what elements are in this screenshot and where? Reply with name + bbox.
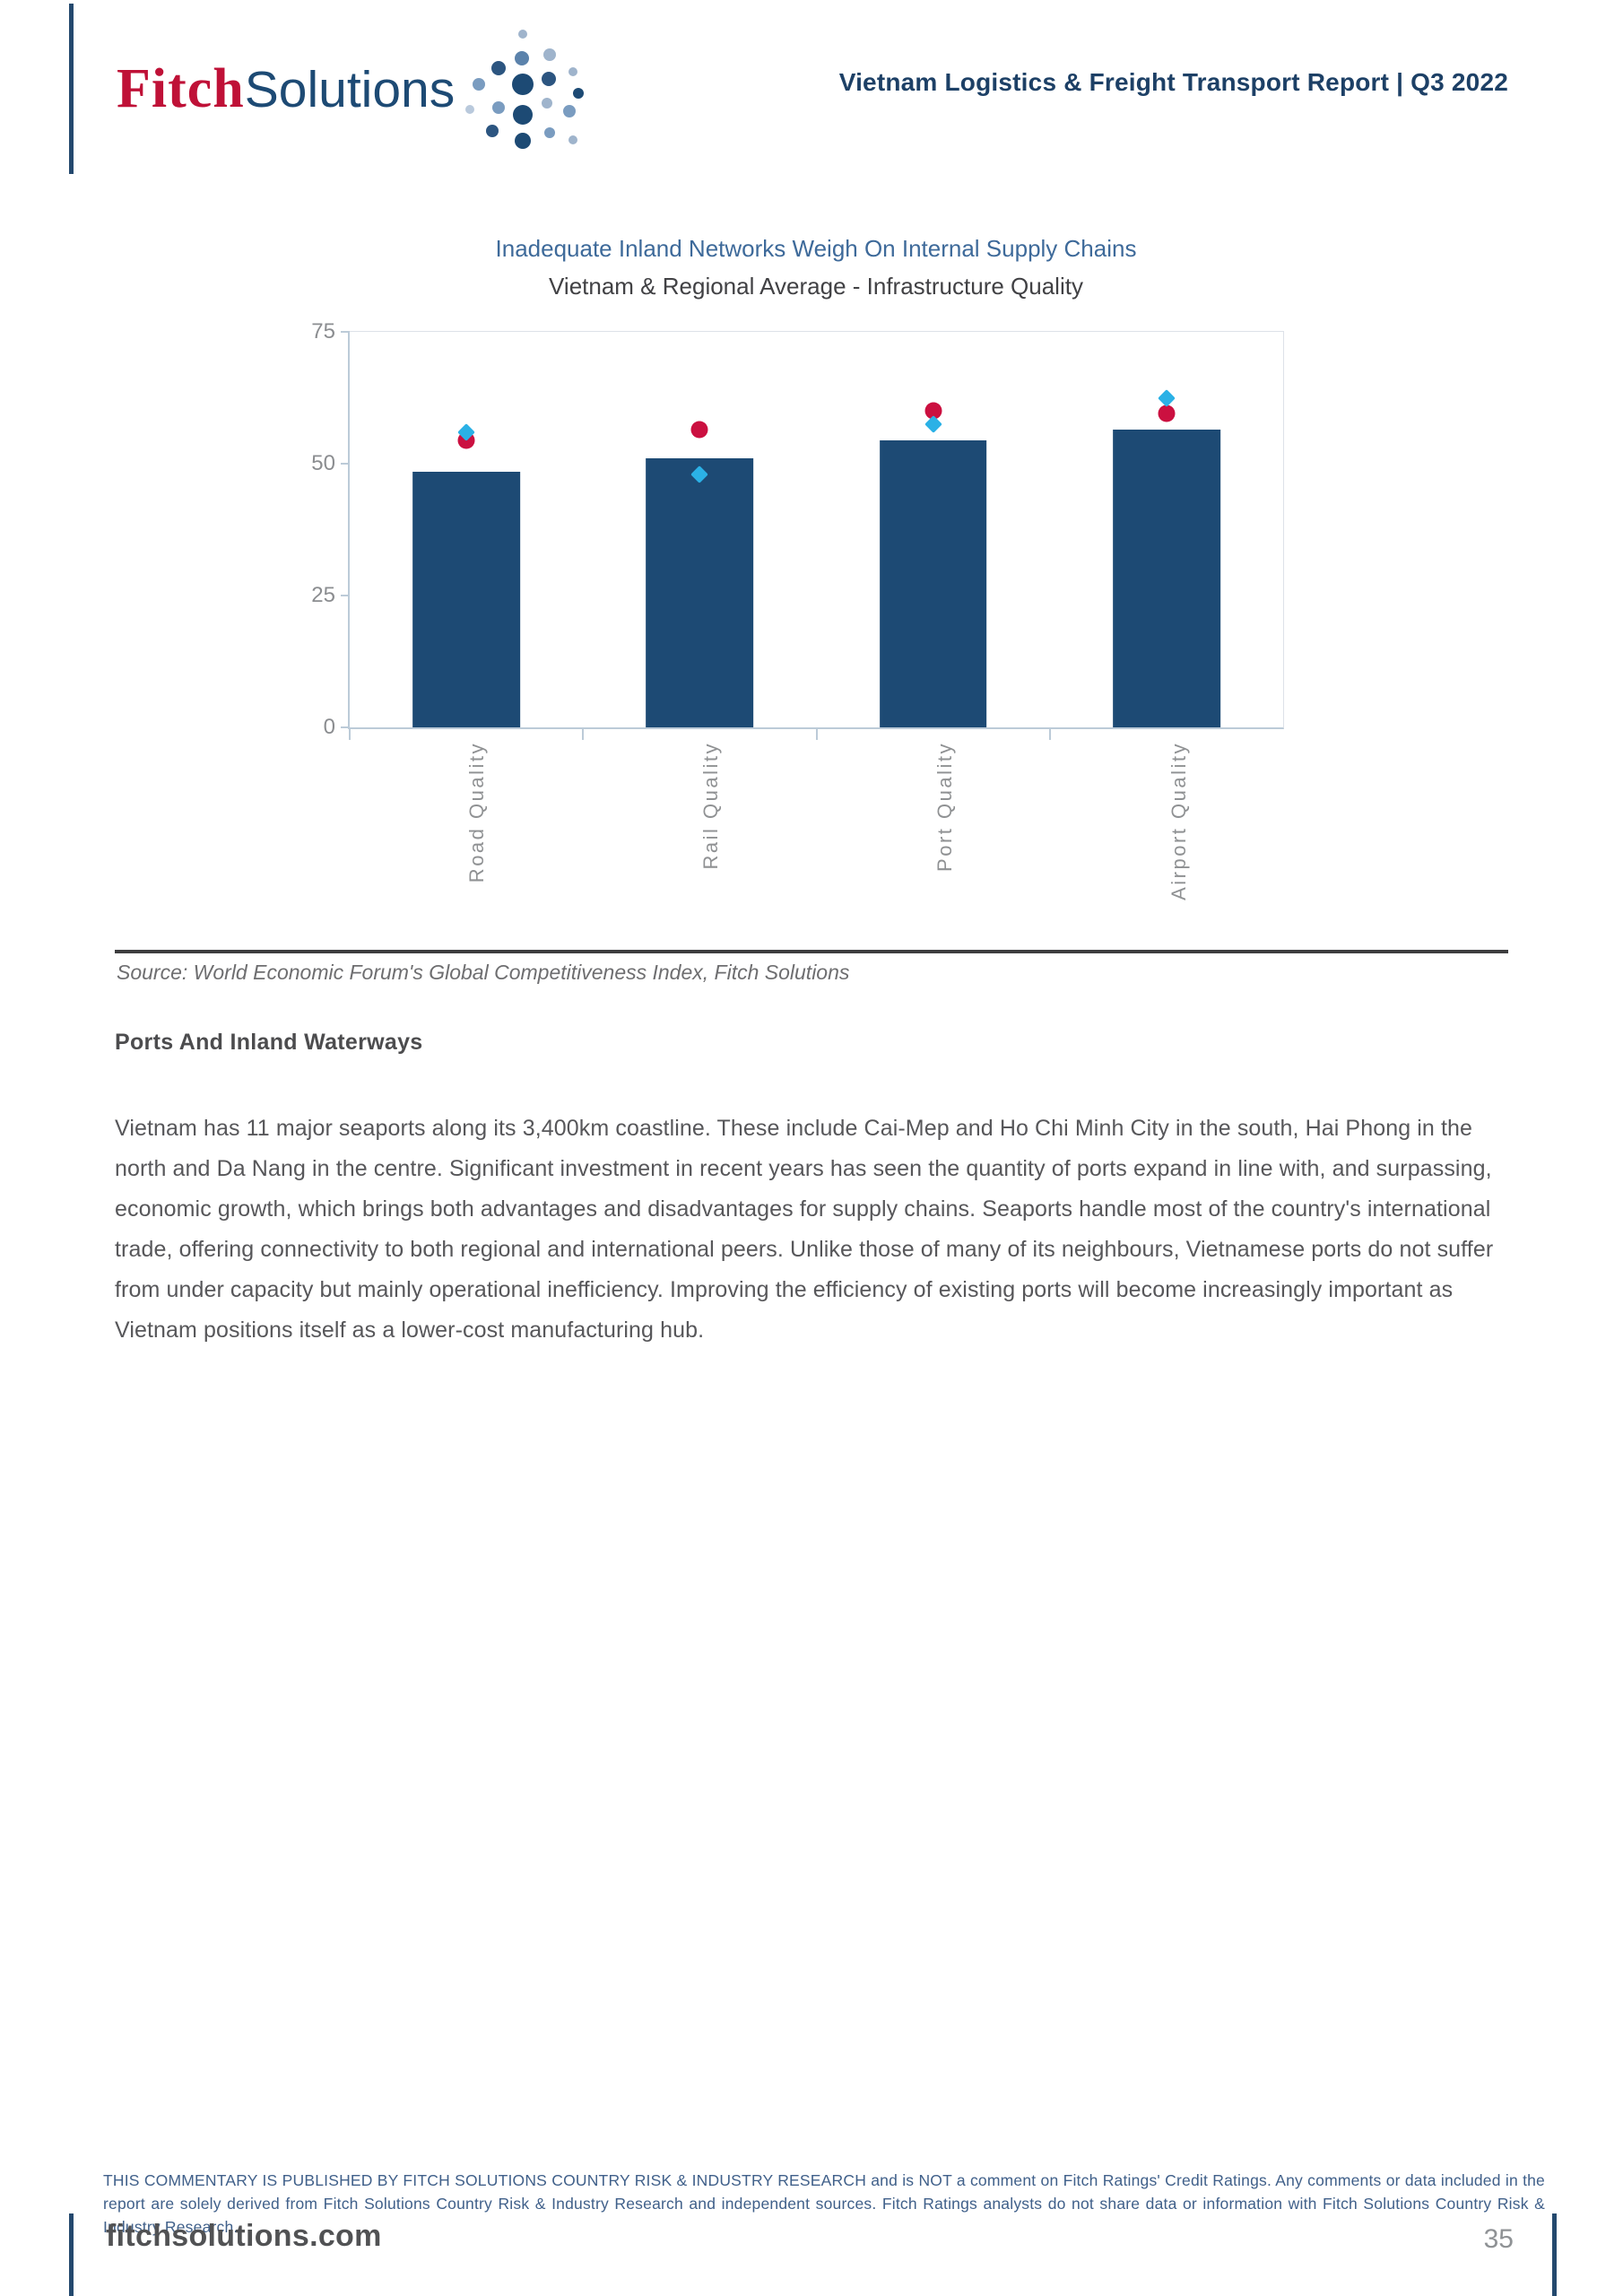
- circle-marker-rail-quality: [690, 421, 708, 439]
- bar-airport-quality: [1113, 429, 1220, 727]
- category-slot-rail-quality: [583, 332, 816, 727]
- y-tick-mark-75: [341, 331, 350, 333]
- source-note: Source: World Economic Forum's Global Co…: [117, 961, 850, 984]
- x-axis-label-rail-quality: Rail Quality: [699, 742, 722, 870]
- logo-text-solutions: Solutions: [244, 61, 456, 118]
- logo-text: Fitch Solutions: [117, 57, 455, 121]
- y-tick-label-50: 50: [311, 451, 335, 476]
- header-accent-bar: [69, 4, 74, 174]
- category-slot-road-quality: [350, 332, 583, 727]
- y-tick-label-75: 75: [311, 319, 335, 344]
- x-tick-mark-0: [349, 727, 351, 740]
- y-tick-mark-0: [341, 726, 350, 728]
- y-tick-label-25: 25: [311, 583, 335, 608]
- x-tick-mark-75: [1048, 727, 1051, 740]
- x-axis-label-road-quality: Road Quality: [464, 742, 488, 883]
- footer-accent-bar-right: [1552, 2213, 1557, 2296]
- chart-subtitle: Vietnam & Regional Average - Infrastruct…: [549, 273, 1083, 300]
- report-title: Vietnam Logistics & Freight Transport Re…: [838, 68, 1508, 96]
- circle-marker-port-quality: [924, 402, 942, 420]
- chart-block: Inadequate Inland Networks Weigh On Inte…: [294, 235, 1286, 922]
- category-slot-airport-quality: [1050, 332, 1283, 727]
- body-paragraph: Vietnam has 11 major seaports along its …: [115, 1116, 1494, 1343]
- logo-text-fitch: Fitch: [117, 58, 245, 119]
- x-tick-mark-25: [582, 727, 585, 740]
- source-divider: [115, 950, 1508, 953]
- circle-marker-airport-quality: [1158, 404, 1176, 422]
- x-axis-labels: Road Quality Rail Quality Port Quality Airp…: [348, 729, 1284, 922]
- y-tick-mark-25: [341, 595, 350, 597]
- y-tick-mark-50: [341, 463, 350, 465]
- x-tick-mark-50: [815, 727, 818, 740]
- bar-road-quality: [412, 471, 520, 727]
- section-heading: Ports And Inland Waterways: [115, 1030, 423, 1055]
- chart-plot: 0 25 50 75: [311, 321, 1284, 740]
- diamond-marker-port-quality: [924, 415, 942, 433]
- fitch-solutions-logo: Fitch Solutions: [117, 25, 590, 155]
- y-tick-label-0: 0: [323, 715, 335, 739]
- logo-dots-icon: [465, 30, 585, 149]
- footer-website-link[interactable]: fitchsolutions.com: [106, 2219, 382, 2253]
- disclaimer-text: THIS COMMENTARY IS PUBLISHED BY FITCH SO…: [103, 2171, 1545, 2236]
- footer-accent-bar-left: [69, 2213, 74, 2296]
- bar-port-quality: [879, 439, 987, 727]
- x-axis-label-port-quality: Port Quality: [933, 742, 956, 872]
- bar-rail-quality: [646, 458, 754, 727]
- diamond-marker-airport-quality: [1157, 388, 1176, 407]
- category-slot-port-quality: [817, 332, 1050, 727]
- chart-title: Inadequate Inland Networks Weigh On Inte…: [495, 235, 1137, 262]
- page-number: 35: [1483, 2224, 1514, 2254]
- x-axis-label-airport-quality: Airport Quality: [1167, 742, 1190, 900]
- chart-plot-wrap: 0 25 50 75: [311, 321, 1284, 740]
